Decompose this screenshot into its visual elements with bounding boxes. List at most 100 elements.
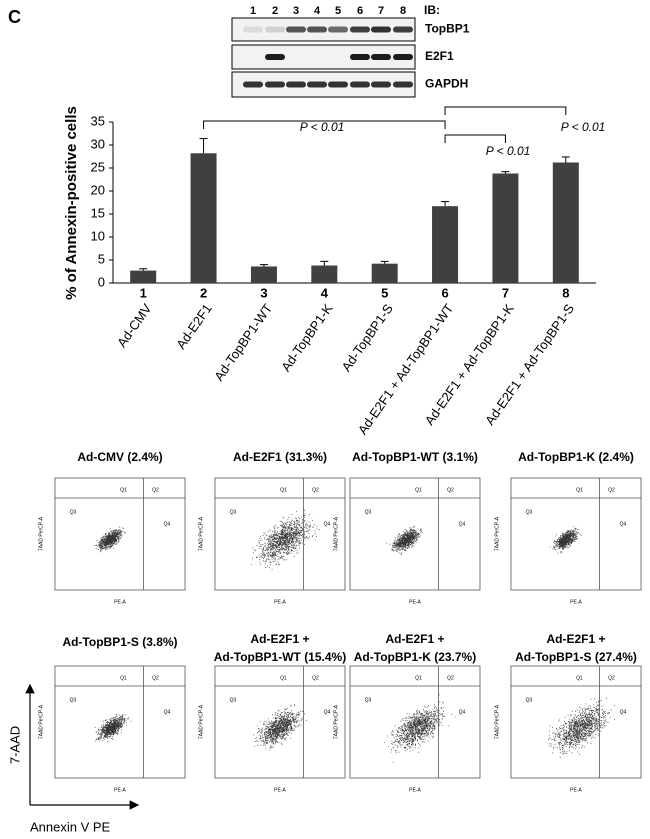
blot-row-label: E2F1 [425, 49, 454, 63]
lane-number: 2 [272, 5, 278, 17]
quadrant-label: Q4 [620, 709, 627, 715]
bar [552, 162, 579, 283]
event-dots [251, 509, 320, 570]
x-tick-label: Ad-TopBP1-K [278, 301, 336, 374]
quadrant-label: Q3 [70, 509, 77, 515]
quadrant-label: Q3 [526, 697, 533, 703]
blot-band [350, 26, 370, 33]
blot-band [350, 81, 370, 88]
quadrant-label: Q1 [576, 675, 583, 681]
y-tick-label: 30 [91, 136, 105, 151]
y-tick-label: 15 [91, 205, 105, 220]
plot-frame [349, 477, 481, 591]
plot-y-axis-label: 7AAD PerCP-A [38, 516, 44, 551]
error-bar [380, 260, 389, 264]
blot-band [328, 26, 348, 33]
plot-frame [349, 665, 481, 779]
plot-y-axis-label: 7AAD PerCP-A [198, 516, 204, 551]
blot-band [371, 81, 391, 88]
lane-label: 6 [441, 285, 448, 300]
quadrant-label: Q4 [164, 709, 171, 715]
plot-x-axis-label: PE-A [114, 599, 126, 605]
error-bar [139, 268, 148, 271]
y-axis-title: % of Annexin-positive cells [63, 106, 80, 300]
event-dots [94, 526, 126, 553]
plot-frame [214, 477, 346, 591]
plot-frame [214, 665, 346, 779]
significance-label: P < 0.01 [300, 120, 345, 134]
blot-band [307, 26, 327, 33]
x-tick-label: Ad-TopBP1-S [338, 301, 396, 374]
plot-x-axis-label: PE-A [114, 787, 126, 793]
plot-x-axis-label: PE-A [274, 787, 286, 793]
blot-band [265, 81, 285, 88]
plot-y-axis-label: 7AAD PerCP-A [494, 516, 500, 551]
y-tick-label: 20 [91, 182, 105, 197]
event-dots [386, 525, 423, 555]
plot-x-axis-label: PE-A [274, 599, 286, 605]
y-tick-label: 35 [91, 113, 105, 128]
plot-frame [510, 477, 642, 591]
plot-title: Ad-CMV (2.4%) [77, 450, 162, 464]
x-tick-label: Ad-TopBP1-WT [211, 301, 275, 384]
quadrant-label: Q1 [120, 487, 127, 493]
y-tick-label: 25 [91, 159, 105, 174]
quadrant-label: Q3 [365, 697, 372, 703]
quadrant-label: Q3 [365, 509, 372, 515]
plot-title: Ad-TopBP1-S (27.4%) [515, 650, 637, 664]
y-arrow-label: 7-AAD [7, 726, 22, 764]
bar [492, 173, 519, 283]
blot-band [371, 54, 391, 60]
bar [311, 265, 338, 283]
blot-band [265, 54, 285, 60]
x-tick-label: Ad-E2F1 [173, 301, 215, 352]
lane-number: 4 [314, 5, 321, 17]
bar [432, 206, 459, 283]
blot-band [393, 81, 413, 88]
plot-title: Ad-E2F1 + [250, 632, 309, 646]
event-dots [549, 526, 582, 554]
error-bar [441, 201, 450, 207]
lane-label: 3 [260, 285, 267, 300]
plot-y-axis-label: 7AAD PerCP-A [494, 704, 500, 739]
blot-band [286, 26, 306, 33]
plot-title: Ad-TopBP1-WT (15.4%) [214, 650, 346, 664]
blot-header: IB: [424, 3, 440, 17]
significance-bracket [444, 134, 506, 143]
plot-title: Ad-E2F1 + [385, 632, 444, 646]
quadrant-label: Q1 [415, 675, 422, 681]
plot-frame [54, 477, 186, 591]
quadrant-label: Q1 [415, 487, 422, 493]
plot-y-axis-label: 7AAD PerCP-A [38, 704, 44, 739]
quadrant-label: Q2 [447, 675, 454, 681]
plot-x-axis-label: PE-A [570, 787, 582, 793]
significance-bracket [203, 120, 446, 129]
quadrant-label: Q2 [312, 487, 319, 493]
plot-y-axis-label: 7AAD PerCP-A [333, 516, 339, 551]
plot-title: Ad-E2F1 + [546, 632, 605, 646]
quadrant-label: Q4 [164, 521, 171, 527]
blot-band [243, 81, 263, 88]
bar [130, 270, 157, 283]
blot-band [328, 81, 348, 88]
lane-label: 4 [321, 285, 329, 300]
quadrant-label: Q4 [459, 709, 466, 715]
quadrant-label: Q1 [576, 487, 583, 493]
blot-band [350, 54, 370, 60]
panel-label: C [8, 7, 21, 27]
quadrant-label: Q4 [324, 709, 331, 715]
event-dots [548, 697, 615, 758]
significance-label: P < 0.01 [486, 144, 531, 158]
quadrant-label: Q1 [120, 675, 127, 681]
plot-title: Ad-TopBP1-S (3.8%) [62, 635, 177, 649]
bar [371, 263, 398, 283]
significance-bracket [444, 106, 567, 115]
y-tick-label: 10 [91, 228, 105, 243]
quadrant-label: Q1 [280, 675, 287, 681]
quadrant-label: Q3 [70, 697, 77, 703]
blot-band [393, 26, 413, 33]
blot-band [307, 81, 327, 88]
bar [190, 153, 217, 283]
plot-y-axis-label: 7AAD PerCP-A [198, 704, 204, 739]
y-tick-label: 0 [98, 274, 105, 289]
